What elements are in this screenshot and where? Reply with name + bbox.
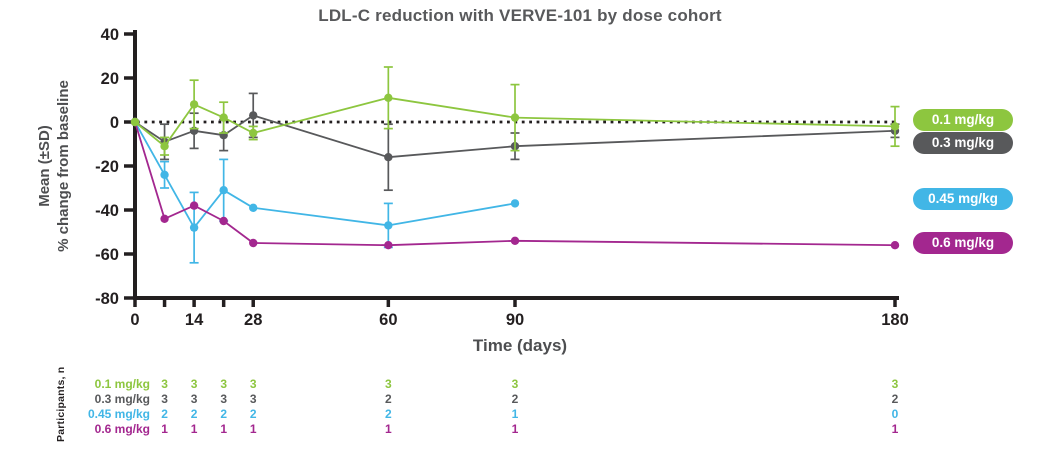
data-point-0-6-mg-kg: [189, 201, 199, 210]
data-point-0-1-mg-kg: [189, 100, 199, 109]
participant-count: 1: [249, 422, 257, 436]
data-point-0-1-mg-kg: [890, 122, 900, 131]
participant-count: 3: [384, 377, 392, 391]
y-tick-label: -80: [95, 290, 119, 308]
data-point-0-1-mg-kg: [160, 142, 169, 151]
y-axis-label-line2: % change from baseline: [55, 80, 72, 252]
participant-count: 3: [891, 377, 899, 391]
participant-count: 1: [511, 422, 519, 436]
participant-count: 2: [220, 407, 227, 421]
data-point-0-1-mg-kg: [130, 117, 140, 127]
data-point-0-45-mg-kg: [249, 203, 258, 212]
x-axis-label: Time (days): [472, 336, 568, 355]
participant-count: 1: [511, 407, 519, 421]
y-tick-label: -20: [95, 158, 119, 176]
participants-row-label-0-3-mg-kg: 0.3 mg/kg: [94, 392, 150, 406]
participant-count: 3: [220, 392, 227, 406]
y-tick-label: 20: [101, 70, 119, 88]
participant-count: 2: [161, 407, 168, 421]
data-point-0-45-mg-kg: [384, 221, 393, 230]
y-tick-label: 0: [110, 114, 119, 132]
participant-count: 1: [220, 422, 227, 436]
participants-row-label-0-6-mg-kg: 0.6 mg/kg: [94, 422, 150, 436]
data-point-0-45-mg-kg: [189, 223, 199, 232]
data-point-0-1-mg-kg: [510, 113, 520, 122]
legend-pill-0-1-mg-kg: 0.1 mg/kg: [913, 109, 1013, 131]
data-point-0-1-mg-kg: [249, 128, 258, 138]
participants-row-label-0-1-mg-kg: 0.1 mg/kg: [94, 377, 150, 391]
data-point-0-45-mg-kg: [510, 199, 520, 208]
participant-count: 1: [161, 422, 168, 436]
legend-pill-0-6-mg-kg: 0.6 mg/kg: [913, 232, 1013, 254]
x-tick-label: 90: [506, 311, 524, 329]
y-axis-label-line1: Mean (±SD): [36, 125, 53, 207]
participant-count: 3: [190, 392, 198, 406]
data-point-0-6-mg-kg: [219, 216, 228, 226]
chart-title: LDL-C reduction with VERVE-101 by dose c…: [318, 6, 722, 25]
participant-count: 2: [891, 392, 899, 406]
participant-count: 0: [891, 407, 899, 421]
y-tick-label: 40: [101, 26, 119, 44]
axes: [133, 30, 899, 300]
data-point-0-3-mg-kg: [384, 153, 393, 162]
y-axis-label: Mean (±SD) % change from baseline: [35, 16, 79, 316]
series-line-0-6-mg-kg: [134, 121, 896, 247]
participant-count: 2: [249, 407, 257, 421]
series-line-0-1-mg-kg: [134, 96, 896, 148]
data-point-0-6-mg-kg: [384, 241, 393, 250]
participant-count: 3: [190, 377, 198, 391]
data-point-0-1-mg-kg: [384, 93, 393, 103]
y-tick-label: -60: [95, 246, 119, 264]
participant-count: 3: [161, 392, 168, 406]
participant-count: 1: [384, 422, 392, 436]
x-tick-label: 60: [379, 311, 397, 329]
participant-count: 2: [511, 392, 519, 406]
participant-count: 3: [220, 377, 227, 391]
data-point-0-45-mg-kg: [160, 170, 169, 179]
x-tick-label: 180: [881, 311, 909, 329]
x-tick-label: 28: [244, 311, 262, 329]
data-point-0-6-mg-kg: [510, 236, 520, 245]
data-point-0-6-mg-kg: [160, 214, 169, 223]
participant-count: 3: [249, 377, 257, 391]
participant-count: 3: [249, 392, 257, 406]
participant-count: 3: [161, 377, 168, 391]
participant-count: 1: [891, 422, 899, 436]
data-point-0-45-mg-kg: [219, 186, 228, 195]
data-point-0-1-mg-kg: [219, 113, 228, 122]
y-tick-label: -40: [95, 202, 119, 220]
participant-count: 2: [190, 407, 198, 421]
data-point-0-6-mg-kg: [890, 241, 900, 250]
participant-count: 3: [511, 377, 519, 391]
legend-pill-0-45-mg-kg: 0.45 mg/kg: [913, 188, 1013, 210]
x-tick-label: 14: [185, 311, 204, 329]
participant-count: 2: [384, 392, 392, 406]
participant-count: 1: [190, 422, 198, 436]
data-point-0-3-mg-kg: [249, 111, 258, 120]
x-tick-label: 0: [130, 311, 139, 329]
legend-pill-0-3-mg-kg: 0.3 mg/kg: [913, 132, 1013, 154]
participants-row-label-0-45-mg-kg: 0.45 mg/kg: [87, 407, 150, 421]
participant-count: 2: [384, 407, 392, 421]
data-point-0-6-mg-kg: [249, 238, 258, 248]
